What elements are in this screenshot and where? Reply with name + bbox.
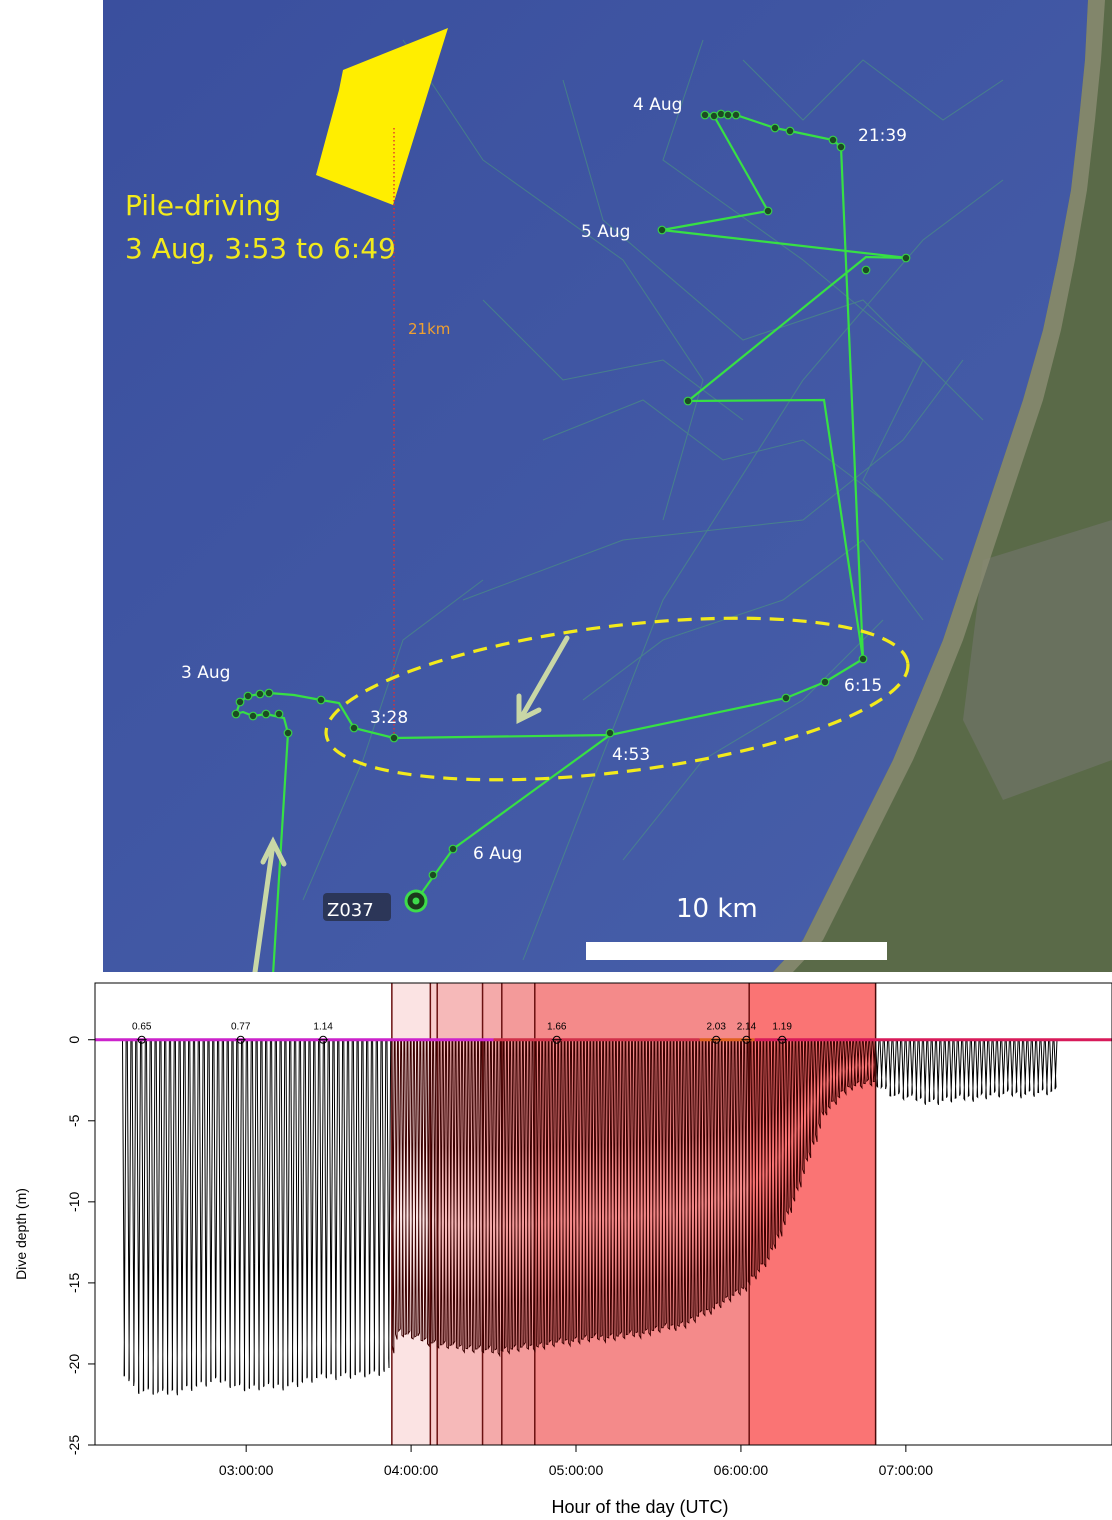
x-tick-label-5: 07:00:00 bbox=[879, 1462, 934, 1478]
map-canvas: Pile-driving 3 Aug, 3:53 to 6:49 21km bbox=[103, 0, 1112, 972]
dive-trace-3 bbox=[875, 1039, 1058, 1105]
x-tick-label-1: 03:00:00 bbox=[219, 1462, 274, 1478]
animal-marker: Z037 bbox=[323, 889, 428, 921]
speed-label-2: 0.77 bbox=[231, 1022, 251, 1033]
dive-trace-2 bbox=[391, 1039, 876, 1358]
shaded-period-2 bbox=[430, 983, 438, 1445]
background-tracks bbox=[302, 39, 1004, 961]
pile-driving-title: Pile-driving bbox=[125, 189, 281, 222]
speed-label-7: 1.19 bbox=[772, 1022, 792, 1033]
label-453: 4:53 bbox=[612, 745, 650, 765]
pile-driving-area bbox=[316, 28, 448, 205]
y-tick-label-4: -15 bbox=[66, 1273, 82, 1293]
x-tick-label-3: 05:00:00 bbox=[549, 1462, 604, 1478]
y-tick-label-1: 0 bbox=[66, 1036, 82, 1044]
speed-label-1: 0.65 bbox=[132, 1022, 152, 1033]
label-2139: 21:39 bbox=[858, 126, 907, 146]
speed-label-5: 2.03 bbox=[706, 1022, 726, 1033]
arrow-up-icon bbox=[252, 836, 287, 972]
arrow-down-icon bbox=[516, 635, 570, 725]
speed-label-6: 2.14 bbox=[737, 1022, 757, 1033]
dive-depth-chart: 0.65 0.77 1.14 1.66 2.03 2.14 1.19 03:00:00 04:… bbox=[0, 972, 1112, 1520]
y-axis-title: Dive depth (m) bbox=[13, 1188, 29, 1280]
label-6aug: 6 Aug bbox=[473, 844, 522, 864]
pile-driving-time: 3 Aug, 3:53 to 6:49 bbox=[125, 232, 396, 265]
y-tick-label-6: -25 bbox=[66, 1435, 82, 1455]
y-tick-label-5: -20 bbox=[66, 1354, 82, 1374]
satellite-map: Pile-driving 3 Aug, 3:53 to 6:49 21km bbox=[103, 0, 1112, 972]
pile-driving-ellipse bbox=[324, 616, 910, 782]
x-tick-label-2: 04:00:00 bbox=[384, 1462, 439, 1478]
speed-label-4: 1.66 bbox=[547, 1022, 567, 1033]
label-4aug: 4 Aug bbox=[633, 95, 682, 115]
scale-label: 10 km bbox=[676, 894, 758, 924]
dive-trace-1 bbox=[122, 1039, 392, 1396]
land-towns bbox=[963, 520, 1112, 800]
label-3aug: 3 Aug bbox=[181, 663, 230, 683]
label-5aug: 5 Aug bbox=[581, 222, 630, 242]
plot-frame bbox=[94, 982, 1112, 1446]
label-615: 6:15 bbox=[844, 676, 882, 696]
y-tick-label-3: -10 bbox=[66, 1192, 82, 1212]
distance-label: 21km bbox=[408, 320, 450, 338]
label-328: 3:28 bbox=[370, 708, 408, 728]
y-tick-label-2: -5 bbox=[66, 1114, 82, 1127]
track-fixes bbox=[231, 109, 911, 880]
scale-bar bbox=[586, 942, 887, 960]
x-axis-title: Hour of the day (UTC) bbox=[551, 1497, 728, 1517]
x-tick-label-4: 06:00:00 bbox=[714, 1462, 769, 1478]
speed-markers: 0.65 0.77 1.14 1.66 2.03 2.14 1.19 bbox=[132, 1022, 792, 1044]
animal-id: Z037 bbox=[327, 900, 374, 921]
chart-axes: 03:00:00 04:00:00 05:00:00 06:00:00 07:00:00… bbox=[66, 982, 1112, 1478]
chart-canvas: 0.65 0.77 1.14 1.66 2.03 2.14 1.19 03:00:00 04:… bbox=[13, 982, 1112, 1517]
speed-label-3: 1.14 bbox=[313, 1022, 333, 1033]
